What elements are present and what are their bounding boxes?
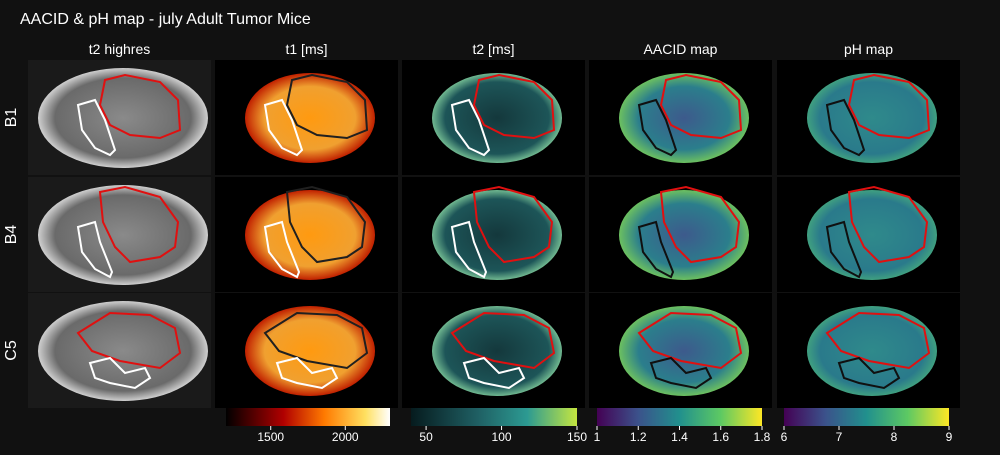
colorbar [226, 408, 390, 426]
image-panel [402, 177, 585, 292]
colorbar-tick-label: 1500 [257, 430, 284, 444]
tissue [245, 306, 375, 396]
image-panel [28, 60, 211, 175]
muscle-outline [450, 98, 491, 157]
colorbar [411, 408, 577, 426]
image-panel [402, 60, 585, 175]
tumor-outline [847, 185, 929, 264]
row-label: B4 [3, 225, 20, 245]
tissue [432, 73, 562, 163]
tumor-outline [472, 73, 556, 140]
colorbar-tick-label: 6 [781, 430, 788, 444]
tissue [432, 190, 562, 280]
muscle-outline [837, 356, 901, 390]
tumor-outline [450, 311, 556, 370]
muscle-outline [825, 98, 866, 157]
colorbar-tick-label: 8 [891, 430, 898, 444]
tumor-outline [285, 73, 369, 140]
tissue [619, 190, 749, 280]
image-panel [28, 177, 211, 292]
image-panel [589, 177, 772, 292]
muscle-outline [88, 356, 152, 390]
colorbar-tick-label: 1.4 [671, 430, 688, 444]
tissue [38, 68, 208, 168]
muscle-outline [649, 356, 713, 390]
figure-title: AACID & pH map - july Adult Tumor Mice [20, 11, 311, 28]
colorbar-tick-label: 7 [836, 430, 843, 444]
tumor-outline [847, 73, 931, 140]
tissue [245, 190, 375, 280]
muscle-outline [76, 220, 114, 279]
muscle-outline [76, 98, 117, 157]
colorbar-tick-label: 1 [594, 430, 601, 444]
column-title: t2 [ms] [472, 41, 514, 57]
tumor-outline [98, 73, 182, 140]
tumor-outline [285, 185, 367, 264]
colorbar [784, 408, 949, 426]
tumor-outline [263, 311, 369, 370]
tumor-outline [825, 311, 931, 370]
tumor-outline [98, 185, 180, 264]
column-title: pH map [844, 41, 893, 57]
tissue [245, 73, 375, 163]
tissue [38, 301, 208, 401]
tissue [807, 73, 937, 163]
muscle-outline [825, 220, 863, 279]
colorbar-tick-label: 100 [492, 430, 512, 444]
image-panel [777, 177, 960, 292]
colorbar-tick-label: 150 [567, 430, 587, 444]
column-title: AACID map [644, 41, 718, 57]
tissue [38, 185, 208, 285]
muscle-outline [263, 98, 304, 157]
muscle-outline [263, 220, 301, 279]
colorbar-tick-label: 2000 [332, 430, 359, 444]
colorbar-tick-label: 1.8 [754, 430, 771, 444]
muscle-outline [450, 220, 488, 279]
tissue [619, 73, 749, 163]
image-panel [777, 60, 960, 175]
image-panel [215, 60, 398, 175]
tissue [807, 306, 937, 396]
row-label: B1 [3, 108, 20, 128]
muscle-outline [637, 220, 675, 279]
muscle-outline [275, 356, 339, 390]
image-panel [28, 293, 211, 408]
colorbar [597, 408, 762, 426]
tumor-outline [76, 311, 182, 370]
tumor-outline [659, 73, 743, 140]
tumor-outline [472, 185, 554, 264]
row-label: C5 [3, 340, 20, 361]
tumor-outline [659, 185, 741, 264]
image-panel [777, 293, 960, 408]
image-panel [215, 293, 398, 408]
image-panel [589, 60, 772, 175]
colorbar-tick-label: 9 [946, 430, 953, 444]
column-title: t2 highres [89, 41, 150, 57]
colorbar-tick-label: 50 [419, 430, 433, 444]
tissue [807, 190, 937, 280]
colorbar-tick-label: 1.2 [630, 430, 647, 444]
colorbar-tick-label: 1.6 [712, 430, 729, 444]
muscle-outline [637, 98, 678, 157]
image-panel [402, 293, 585, 408]
tumor-outline [637, 311, 743, 370]
column-title: t1 [ms] [285, 41, 327, 57]
image-panel [589, 293, 772, 408]
tissue [619, 306, 749, 396]
image-panel [215, 177, 398, 292]
tissue [432, 306, 562, 396]
muscle-outline [462, 356, 526, 390]
